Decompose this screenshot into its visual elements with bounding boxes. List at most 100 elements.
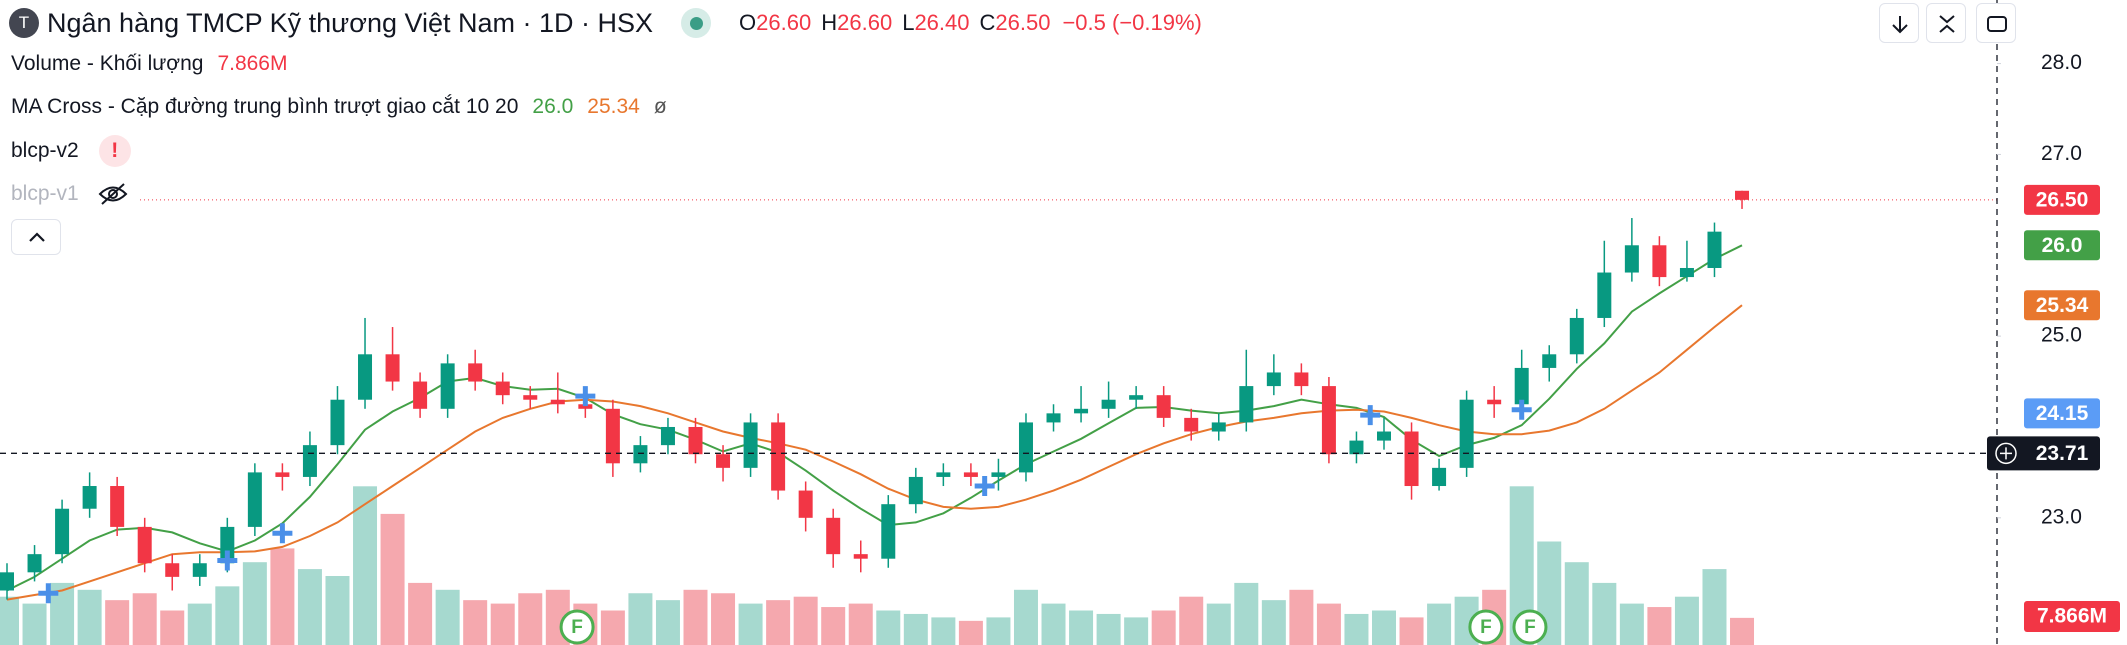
volume-bar [105, 600, 130, 645]
hidden-icon[interactable] [97, 181, 129, 207]
event-label: F [571, 617, 583, 638]
volume-bar [187, 603, 212, 645]
volume-bar [1647, 607, 1672, 645]
volume-badge [2024, 601, 2120, 632]
price-badge-label: 26.50 [2036, 188, 2089, 211]
volume-bar [958, 620, 983, 645]
y-tick-label: 27.0 [2041, 142, 2082, 165]
ohlc-value: 26.40 [914, 10, 970, 35]
candle-body [1542, 354, 1557, 368]
candle-body [798, 490, 813, 518]
volume-bar [766, 600, 791, 645]
volume-bar [738, 603, 763, 645]
legend-v1: blcp-v1 [11, 178, 129, 210]
price-badge [2024, 290, 2100, 321]
volume-bar [848, 603, 873, 645]
collapse-button[interactable] [11, 219, 61, 255]
cross-signal [272, 523, 293, 544]
legend-name[interactable]: blcp-v2 [11, 139, 79, 162]
candle-body [523, 395, 538, 400]
volume-bar [711, 593, 736, 645]
candle-body [413, 381, 428, 409]
volume-bar [1151, 610, 1176, 645]
candle-body [55, 508, 70, 555]
volume-bar [1206, 603, 1231, 645]
legend-value: 7.866M [217, 52, 288, 75]
volume-bar [160, 610, 185, 645]
candle-body [302, 445, 317, 477]
cross-signal [217, 550, 238, 571]
ohlc-value: 26.50 [995, 10, 1051, 35]
candle-body [1514, 367, 1529, 405]
volume-bar [683, 589, 708, 645]
status-dot-inner [689, 16, 703, 30]
volume-bar [1592, 582, 1617, 645]
volume-bar [1372, 610, 1396, 645]
status-dot [681, 8, 712, 38]
volume-bar [22, 603, 47, 645]
candle-body [716, 454, 731, 468]
volume-bar [353, 486, 378, 645]
y-tick-label: 23.0 [2041, 505, 2082, 528]
candle-body [1266, 372, 1281, 387]
candle-body [660, 426, 675, 446]
chevron-up [29, 232, 45, 242]
error-badge[interactable]: ! [98, 135, 131, 167]
candle-body [605, 408, 620, 464]
volume-bar [270, 548, 295, 645]
candle-body [633, 445, 648, 464]
add-alert-icon [1995, 442, 2017, 465]
candle-body [743, 422, 758, 468]
volume-bar [600, 610, 625, 645]
volume-bar [903, 613, 928, 645]
candle-body [1018, 422, 1033, 473]
ohlc-key: O [739, 10, 757, 35]
event-label: F [1524, 617, 1536, 638]
price-badge [2024, 184, 2100, 215]
ohlc: O 26.60 H 26.60 L 26.40 C 26.50 [739, 10, 1050, 36]
volume-bar [490, 603, 515, 645]
candle-body [1569, 317, 1584, 355]
candle-body [1597, 272, 1612, 318]
change: −0.5 (−0.19%) [1062, 10, 1202, 35]
ohlc-value: 26.60 [756, 10, 812, 35]
symbol-title[interactable]: Ngân hàng TMCP Kỹ thương Việt Nam · 1D ·… [47, 7, 654, 38]
volume-bar [380, 513, 405, 645]
volume-bar [132, 593, 157, 645]
candle-body [991, 472, 1006, 477]
legend-name[interactable]: blcp-v1 [11, 182, 79, 205]
candle-body [1432, 467, 1447, 487]
volume-bar [1564, 562, 1589, 645]
volume-bar [1289, 589, 1314, 645]
candle-body [275, 472, 290, 477]
candle-body [578, 404, 593, 409]
price-badge-label: 24.15 [2036, 402, 2089, 425]
volume-bar [628, 593, 653, 645]
volume-bar [408, 582, 433, 645]
collapse-pane-button[interactable] [1926, 3, 1966, 43]
ma-line [6, 244, 1743, 592]
candle-body [1294, 372, 1309, 387]
legend-value: 25.34 [587, 95, 640, 118]
volume-bar [1041, 603, 1066, 645]
candle-body [137, 526, 152, 564]
legend-name[interactable]: MA Cross - Cặp đường trung bình trượt gi… [11, 95, 519, 118]
volume-bar [77, 589, 102, 645]
volume-bar [1399, 617, 1424, 645]
volume-badge-label: 7.866M [2037, 605, 2107, 628]
volume-bar [1179, 596, 1204, 645]
candle-body [1349, 440, 1364, 455]
candle-body [771, 422, 786, 491]
candle-body [27, 554, 42, 573]
candle-body [1239, 386, 1254, 423]
legend-name[interactable]: Volume - Khối lượng [11, 52, 204, 75]
move-down-button[interactable] [1879, 3, 1919, 43]
candle-body [1156, 395, 1171, 418]
candle-body [440, 363, 455, 409]
volume-bar [1427, 603, 1452, 645]
candle-body [688, 426, 703, 455]
cross-signal [575, 386, 596, 407]
volume-bar [435, 589, 460, 645]
maximize-button[interactable] [1976, 3, 2016, 43]
legend-ma: MA Cross - Cặp đường trung bình trượt gi… [11, 91, 667, 123]
